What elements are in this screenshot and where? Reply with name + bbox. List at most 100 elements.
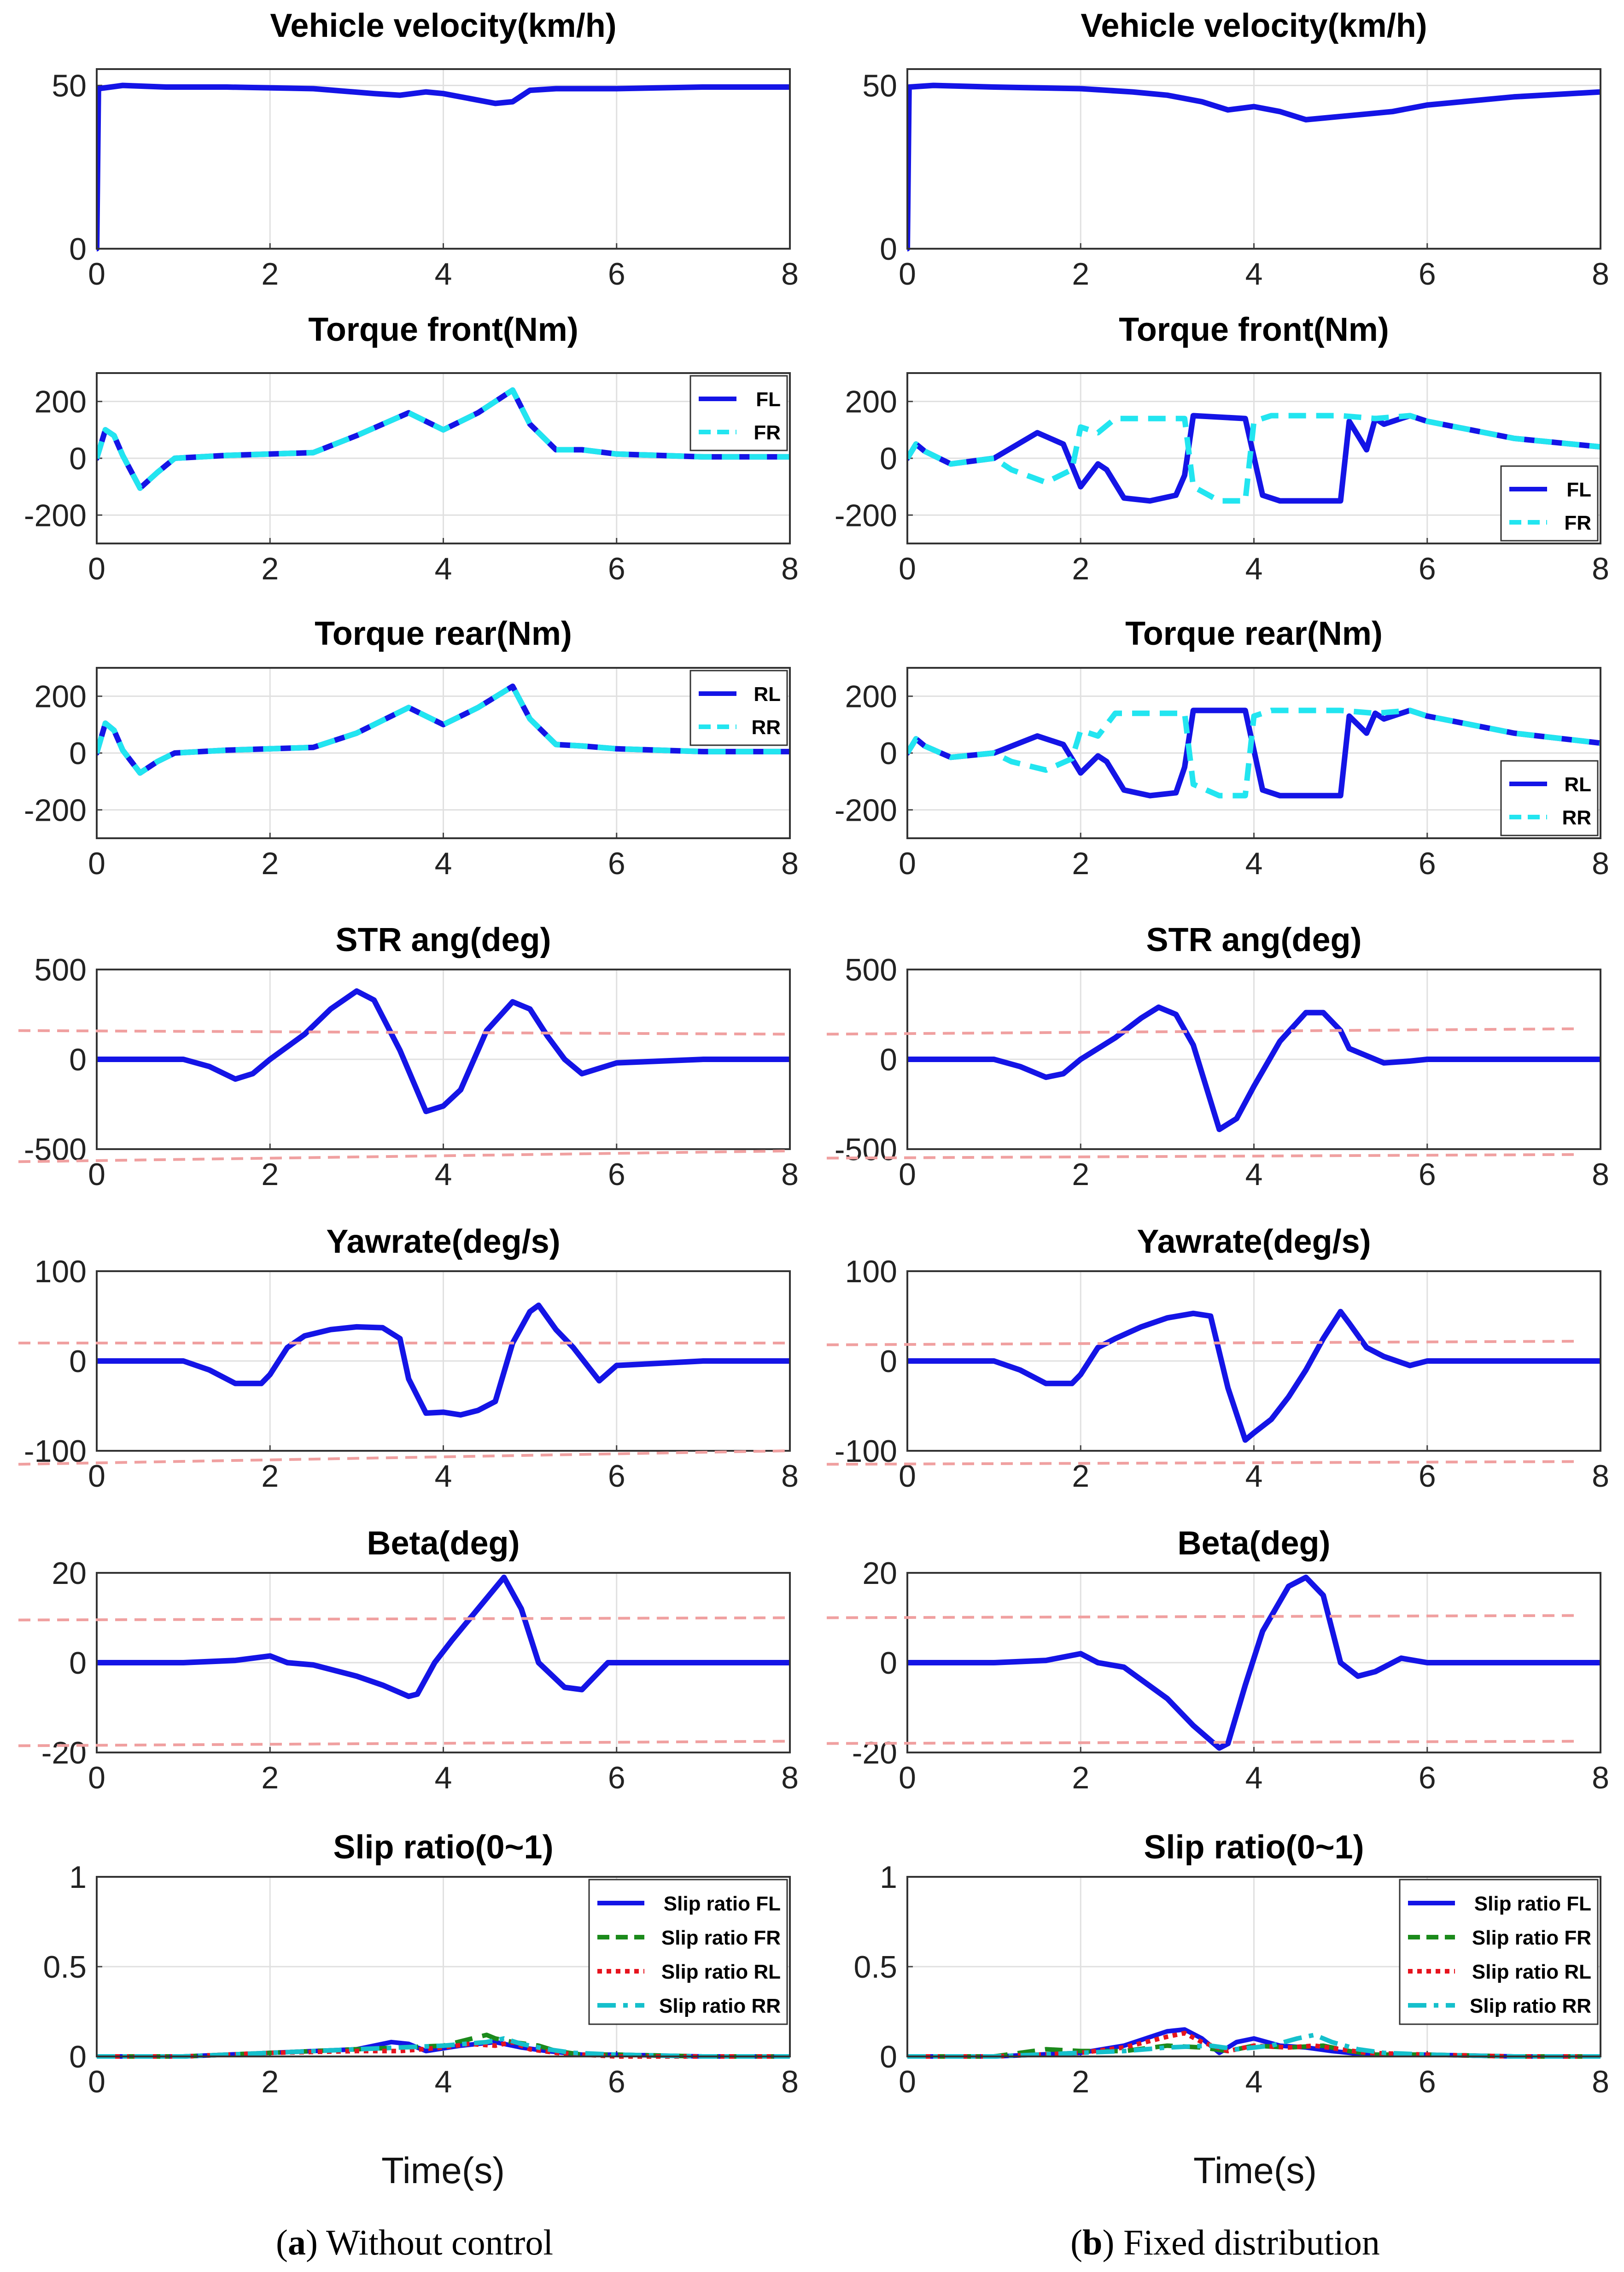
y-tick-label-beta-right: 0 xyxy=(880,1646,897,1681)
axes-frame-velocity-left xyxy=(96,68,791,250)
y-tick-label-torque_rear-right: 0 xyxy=(880,736,897,771)
axes-frame-beta-left xyxy=(96,1572,791,1753)
axes-frame-beta-right xyxy=(906,1572,1601,1753)
legend-label-slip-right: Slip ratio FR xyxy=(1472,1927,1591,1949)
series-line-str_ang-left-str xyxy=(97,988,790,1115)
panel-title-beta-right: Beta(deg) xyxy=(1177,1525,1330,1562)
x-tick-label-velocity-left: 8 xyxy=(781,257,799,292)
x-axis-labels: Time(s) Time(s) xyxy=(381,2150,1317,2191)
axes-frame-str_ang-right xyxy=(906,969,1601,1150)
series-group-beta-right xyxy=(907,1574,1601,1751)
x-tick-label-velocity-left: 0 xyxy=(88,257,105,292)
y-tick-label-str_ang-left: -500 xyxy=(24,1132,87,1167)
x-tick-label-str_ang-left: 8 xyxy=(781,1157,799,1192)
x-tick-label-velocity-right: 2 xyxy=(1072,257,1089,292)
x-tick-label-torque_front-right: 4 xyxy=(1245,551,1263,586)
legend-label-slip-left: Slip ratio RR xyxy=(659,1995,781,2017)
axes-frame-yawrate-left xyxy=(96,1270,791,1452)
caption-left-text: Without control xyxy=(326,2222,553,2262)
x-tick-label-beta-left: 8 xyxy=(781,1760,799,1795)
x-tick-label-velocity-left: 2 xyxy=(261,257,279,292)
panel-title-slip-right: Slip ratio(0~1) xyxy=(1144,1829,1364,1866)
limit-line-str_ang-right xyxy=(826,1027,1576,1036)
caption-right-text: Fixed distribution xyxy=(1123,2222,1380,2262)
axes-frame-torque_rear-right xyxy=(906,667,1601,839)
series-group-torque_front-left xyxy=(97,387,790,491)
legend-label-slip-right: Slip ratio RR xyxy=(1470,1995,1591,2017)
y-tick-label-str_ang-right: -500 xyxy=(835,1132,897,1167)
series-group-velocity-left xyxy=(97,82,790,251)
series-line-beta-right-beta xyxy=(907,1574,1601,1751)
x-tick-label-slip-left: 0 xyxy=(88,2064,105,2099)
series-group-beta-left xyxy=(97,1574,790,1700)
caption-left-letter: a xyxy=(288,2222,306,2262)
y-tick-label-slip-right: 0.5 xyxy=(853,1950,897,1985)
x-tick-label-str_ang-left: 2 xyxy=(261,1157,279,1192)
x-tick-label-velocity-right: 0 xyxy=(899,257,916,292)
x-tick-label-beta-right: 4 xyxy=(1245,1760,1263,1795)
y-tick-label-slip-right: 1 xyxy=(880,1860,897,1895)
panel-title-slip-left: Slip ratio(0~1) xyxy=(333,1829,553,1866)
x-tick-label-beta-left: 6 xyxy=(608,1760,625,1795)
y-tick-label-torque_rear-right: 200 xyxy=(845,679,897,714)
x-tick-label-slip-right: 0 xyxy=(899,2064,916,2099)
panel-title-torque_front-left: Torque front(Nm) xyxy=(308,311,578,348)
x-tick-label-torque_front-left: 4 xyxy=(435,551,452,586)
legend-label-slip-right: Slip ratio RL xyxy=(1472,1961,1591,1983)
x-tick-label-beta-right: 2 xyxy=(1072,1760,1089,1795)
axes-frame-yawrate-right xyxy=(906,1270,1601,1452)
y-tick-label-str_ang-right: 0 xyxy=(880,1042,897,1077)
x-tick-label-yawrate-right: 8 xyxy=(1592,1459,1609,1494)
y-tick-label-torque_rear-right: -200 xyxy=(835,793,897,828)
panel-title-torque_rear-right: Torque rear(Nm) xyxy=(1125,615,1383,652)
x-tick-label-slip-left: 8 xyxy=(781,2064,799,2099)
x-tick-label-torque_rear-left: 0 xyxy=(88,846,105,881)
legend-torque_rear-right: RL RR xyxy=(1500,760,1599,836)
x-tick-label-slip-left: 6 xyxy=(608,2064,625,2099)
captions: (a) Without control (b) Fixed distributi… xyxy=(276,2222,1380,2262)
series-line-beta-left-beta xyxy=(97,1574,790,1700)
caption-right: (b) Fixed distribution xyxy=(1070,2222,1380,2262)
y-tick-label-yawrate-left: 100 xyxy=(35,1254,87,1289)
limit-line-beta-right xyxy=(826,1614,1576,1619)
panel-velocity-left: Vehicle velocity(km/h) 0 2 4 6 8 0 50 xyxy=(52,7,799,292)
legend-label-torque_rear-left: RR xyxy=(751,716,781,739)
series-line-yawrate-right-yaw xyxy=(907,1308,1601,1443)
axes-frame-torque_rear-left xyxy=(96,667,791,839)
axes-frame-torque_front-right xyxy=(906,372,1601,544)
y-tick-label-velocity-right: 50 xyxy=(862,68,897,103)
y-tick-label-slip-left: 0 xyxy=(69,2039,87,2074)
y-tick-label-slip-right: 0 xyxy=(880,2039,897,2074)
axes-frame-torque_front-left xyxy=(96,372,791,544)
y-tick-label-str_ang-right: 500 xyxy=(845,952,897,987)
legend-label-slip-right: Slip ratio FL xyxy=(1474,1892,1591,1915)
x-tick-label-torque_rear-right: 6 xyxy=(1419,846,1436,881)
y-tick-label-beta-left: 20 xyxy=(52,1556,87,1591)
x-tick-label-yawrate-left: 0 xyxy=(88,1459,105,1494)
y-tick-label-beta-left: -20 xyxy=(41,1735,87,1770)
series-line-torque_front-right-fl xyxy=(907,413,1601,504)
series-group-torque_front-right xyxy=(907,413,1601,504)
caption-right-letter: b xyxy=(1082,2222,1102,2262)
legend-label-torque_rear-left: RL xyxy=(754,683,781,706)
limit-line-beta-right xyxy=(826,1740,1576,1745)
panel-title-velocity-right: Vehicle velocity(km/h) xyxy=(1081,7,1427,44)
x-tick-label-torque_rear-right: 8 xyxy=(1592,846,1609,881)
series-group-torque_rear-right xyxy=(907,707,1601,799)
legend-label-torque_front-right: FL xyxy=(1566,479,1591,501)
y-tick-label-str_ang-left: 0 xyxy=(69,1042,87,1077)
legend-box-torque_front-right xyxy=(1500,465,1599,542)
legend-label-torque_rear-right: RR xyxy=(1562,806,1591,829)
x-tick-label-torque_front-right: 2 xyxy=(1072,551,1089,586)
panel-title-yawrate-right: Yawrate(deg/s) xyxy=(1137,1223,1371,1260)
series-group-torque_rear-left xyxy=(97,683,790,776)
x-axis-label-right: Time(s) xyxy=(1193,2150,1317,2191)
x-tick-label-str_ang-right: 8 xyxy=(1592,1157,1609,1192)
x-tick-label-slip-right: 2 xyxy=(1072,2064,1089,2099)
x-tick-label-str_ang-right: 2 xyxy=(1072,1157,1089,1192)
x-tick-label-torque_front-right: 0 xyxy=(899,551,916,586)
